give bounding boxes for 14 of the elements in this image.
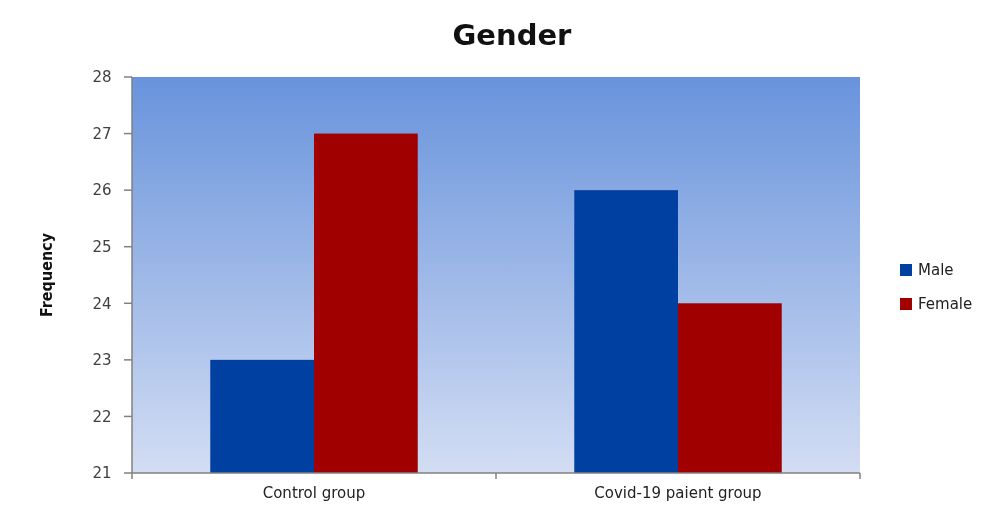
- y-tick-label: 26: [92, 181, 112, 200]
- legend-label: Female: [918, 295, 973, 314]
- y-tick-label: 21: [92, 464, 112, 483]
- x-tick-label: Control group: [262, 484, 366, 502]
- y-tick-label: 24: [92, 294, 112, 313]
- y-tick-label: 25: [92, 237, 112, 256]
- y-tick-label: 22: [92, 407, 112, 426]
- chart-title: Gender: [452, 18, 573, 52]
- y-tick-label: 23: [92, 351, 112, 370]
- y-tick-label: 27: [92, 124, 112, 143]
- x-tick-label: Covid-19 paient group: [594, 484, 762, 502]
- y-tick-label: 28: [92, 68, 112, 87]
- legend-label: Male: [918, 261, 954, 280]
- y-axis-title: Frequency: [37, 232, 56, 318]
